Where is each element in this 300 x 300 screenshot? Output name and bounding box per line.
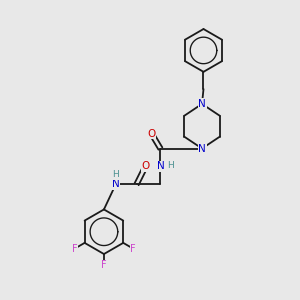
Text: N: N (112, 179, 120, 189)
Text: O: O (141, 161, 150, 171)
Text: H: H (112, 170, 119, 179)
Text: F: F (72, 244, 78, 254)
Text: N: N (198, 143, 206, 154)
Text: H: H (167, 161, 174, 170)
Text: F: F (130, 244, 136, 254)
Text: N: N (198, 99, 206, 109)
Text: N: N (157, 161, 164, 171)
Text: O: O (147, 129, 156, 139)
Text: F: F (101, 260, 107, 270)
